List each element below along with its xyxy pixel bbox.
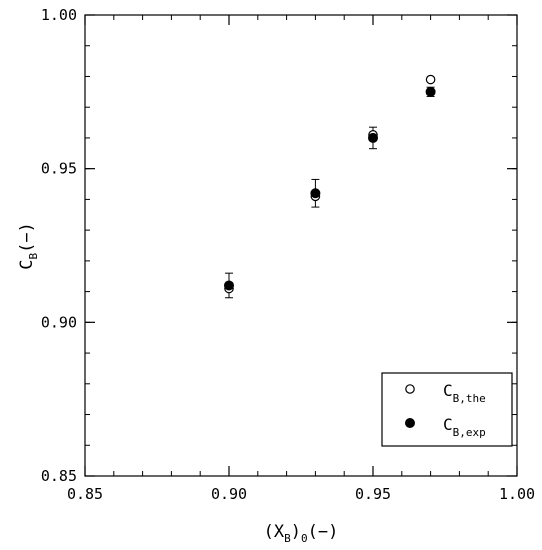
legend: CB,the CB,exp	[381, 372, 513, 447]
x-tick-label: 1.00	[499, 485, 535, 503]
x-axis-label-sub-0: 0	[301, 532, 308, 545]
legend-marker-exp	[405, 418, 415, 428]
legend-label-exp-sub: B,exp	[453, 426, 486, 439]
legend-label-the-sub: B,the	[453, 392, 486, 405]
legend-label-exp-main: C	[443, 415, 453, 434]
legend-box	[381, 372, 513, 447]
y-axis-label-main: C	[17, 260, 37, 270]
y-tick-label: 0.95	[41, 160, 77, 178]
y-tick-label: 1.00	[41, 6, 77, 24]
x-axis-label: (XB)0(−)	[264, 522, 339, 545]
y-axis-label-sub: B	[27, 253, 40, 260]
point-the	[425, 74, 436, 85]
ticks	[84, 14, 518, 477]
legend-label-the-main: C	[443, 381, 453, 400]
y-tick-label: 0.90	[41, 313, 77, 331]
point-exp	[310, 188, 321, 199]
x-axis-label-close: )	[291, 522, 301, 542]
plot-frame	[84, 14, 518, 477]
x-axis-label-main: (X	[264, 522, 285, 542]
x-tick-label: 0.85	[67, 485, 103, 503]
tick-labels: 0.85 0.90 0.95 1.00 0.85 0.90 0.95 1.00	[41, 6, 535, 503]
y-axis-label-tail: (−)	[17, 222, 37, 253]
point-exp	[368, 132, 378, 143]
x-axis-label-tail: (−)	[308, 522, 339, 542]
point-exp	[425, 86, 436, 97]
point-exp	[224, 280, 234, 291]
x-axis-label-sub-b: B	[284, 532, 291, 545]
legend-label-the: CB,the	[443, 381, 486, 405]
x-tick-label: 0.95	[355, 485, 391, 503]
x-tick-label: 0.90	[211, 485, 247, 503]
y-axis-label: CB(−)	[17, 222, 40, 270]
y-tick-label: 0.85	[41, 467, 77, 485]
legend-label-exp: CB,exp	[443, 415, 486, 439]
legend-marker-the	[405, 384, 415, 394]
data-points	[224, 74, 436, 294]
error-bars	[225, 86, 435, 299]
